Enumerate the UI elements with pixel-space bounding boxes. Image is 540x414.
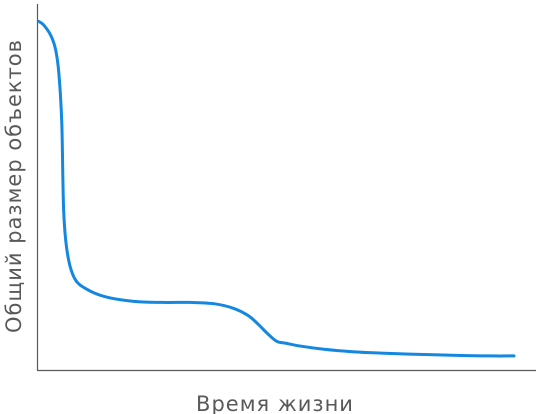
y-axis-label: Общий размер объектов (2, 39, 26, 333)
series-line (37, 20, 516, 358)
x-axis-label: Время жизни (196, 392, 354, 414)
axes (36, 4, 536, 372)
